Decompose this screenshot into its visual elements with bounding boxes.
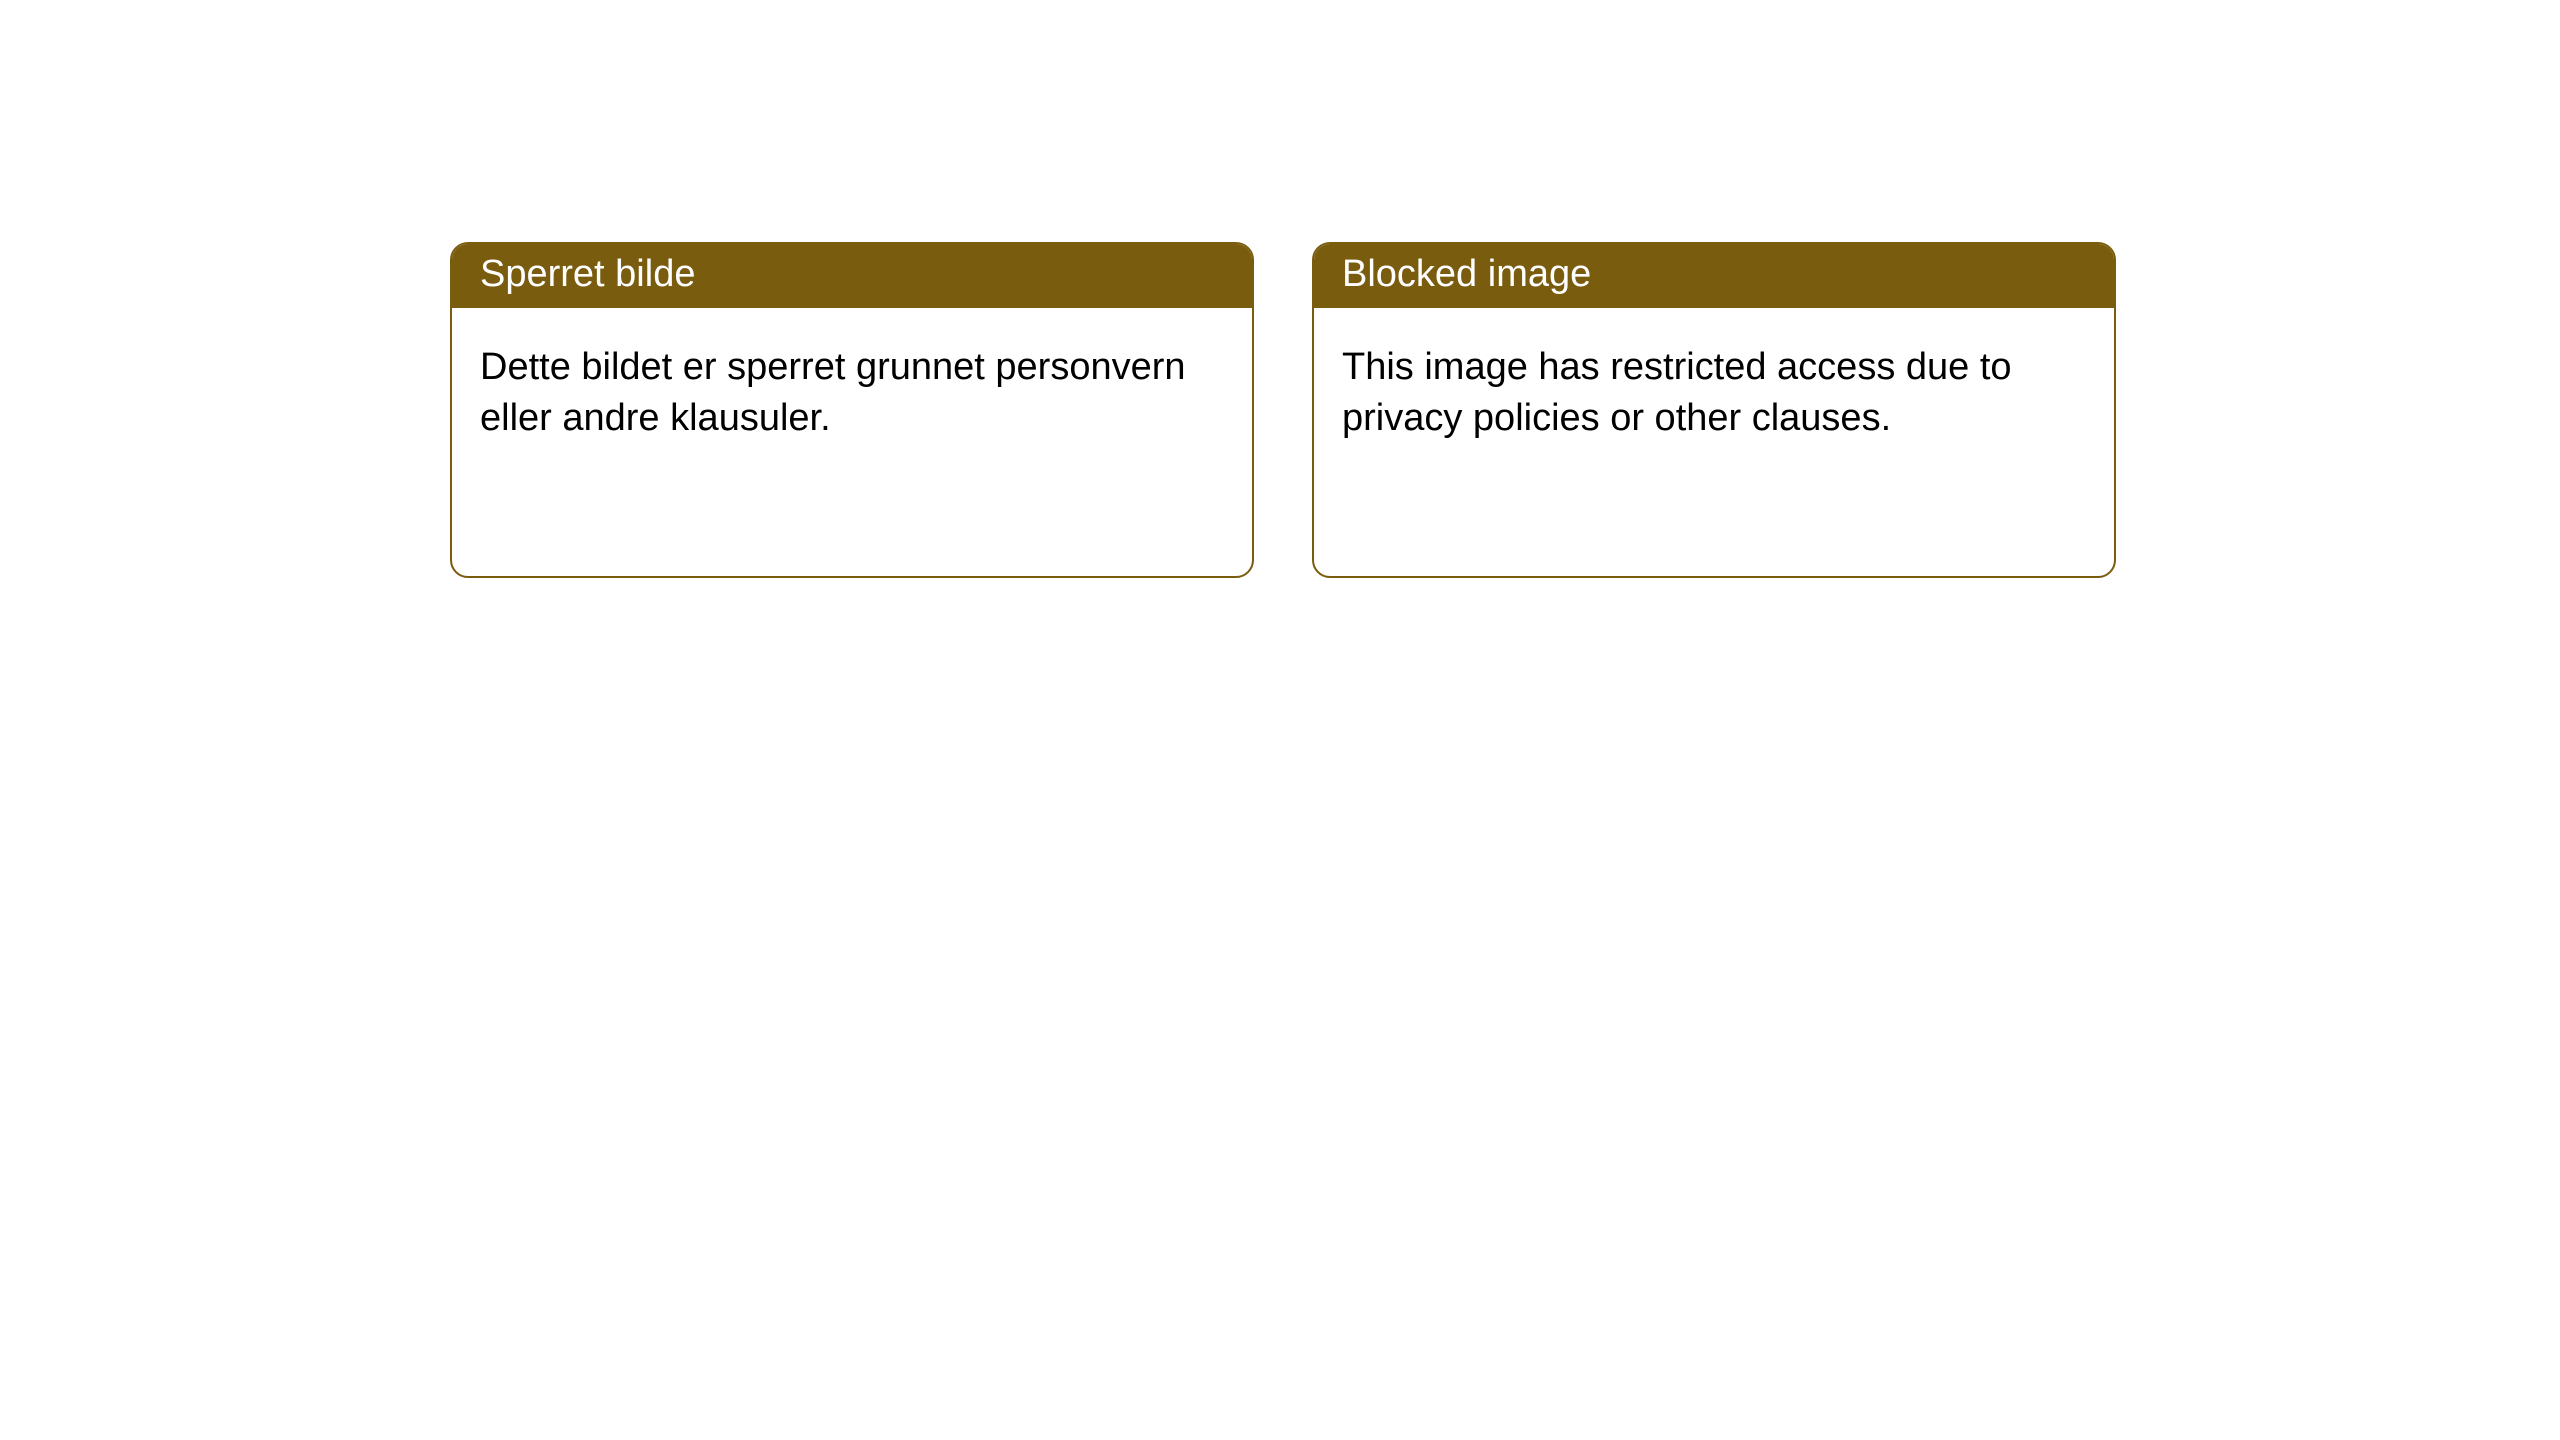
card-title: Blocked image — [1342, 253, 1591, 295]
notice-container: Sperret bilde Dette bildet er sperret gr… — [0, 0, 2560, 578]
card-header: Blocked image — [1314, 244, 2114, 308]
card-body-text: This image has restricted access due to … — [1342, 346, 2012, 439]
card-title: Sperret bilde — [480, 253, 695, 295]
card-body-text: Dette bildet er sperret grunnet personve… — [480, 346, 1186, 439]
notice-card-norwegian: Sperret bilde Dette bildet er sperret gr… — [450, 242, 1254, 578]
card-body: Dette bildet er sperret grunnet personve… — [452, 308, 1252, 479]
notice-card-english: Blocked image This image has restricted … — [1312, 242, 2116, 578]
card-body: This image has restricted access due to … — [1314, 308, 2114, 479]
card-header: Sperret bilde — [452, 244, 1252, 308]
